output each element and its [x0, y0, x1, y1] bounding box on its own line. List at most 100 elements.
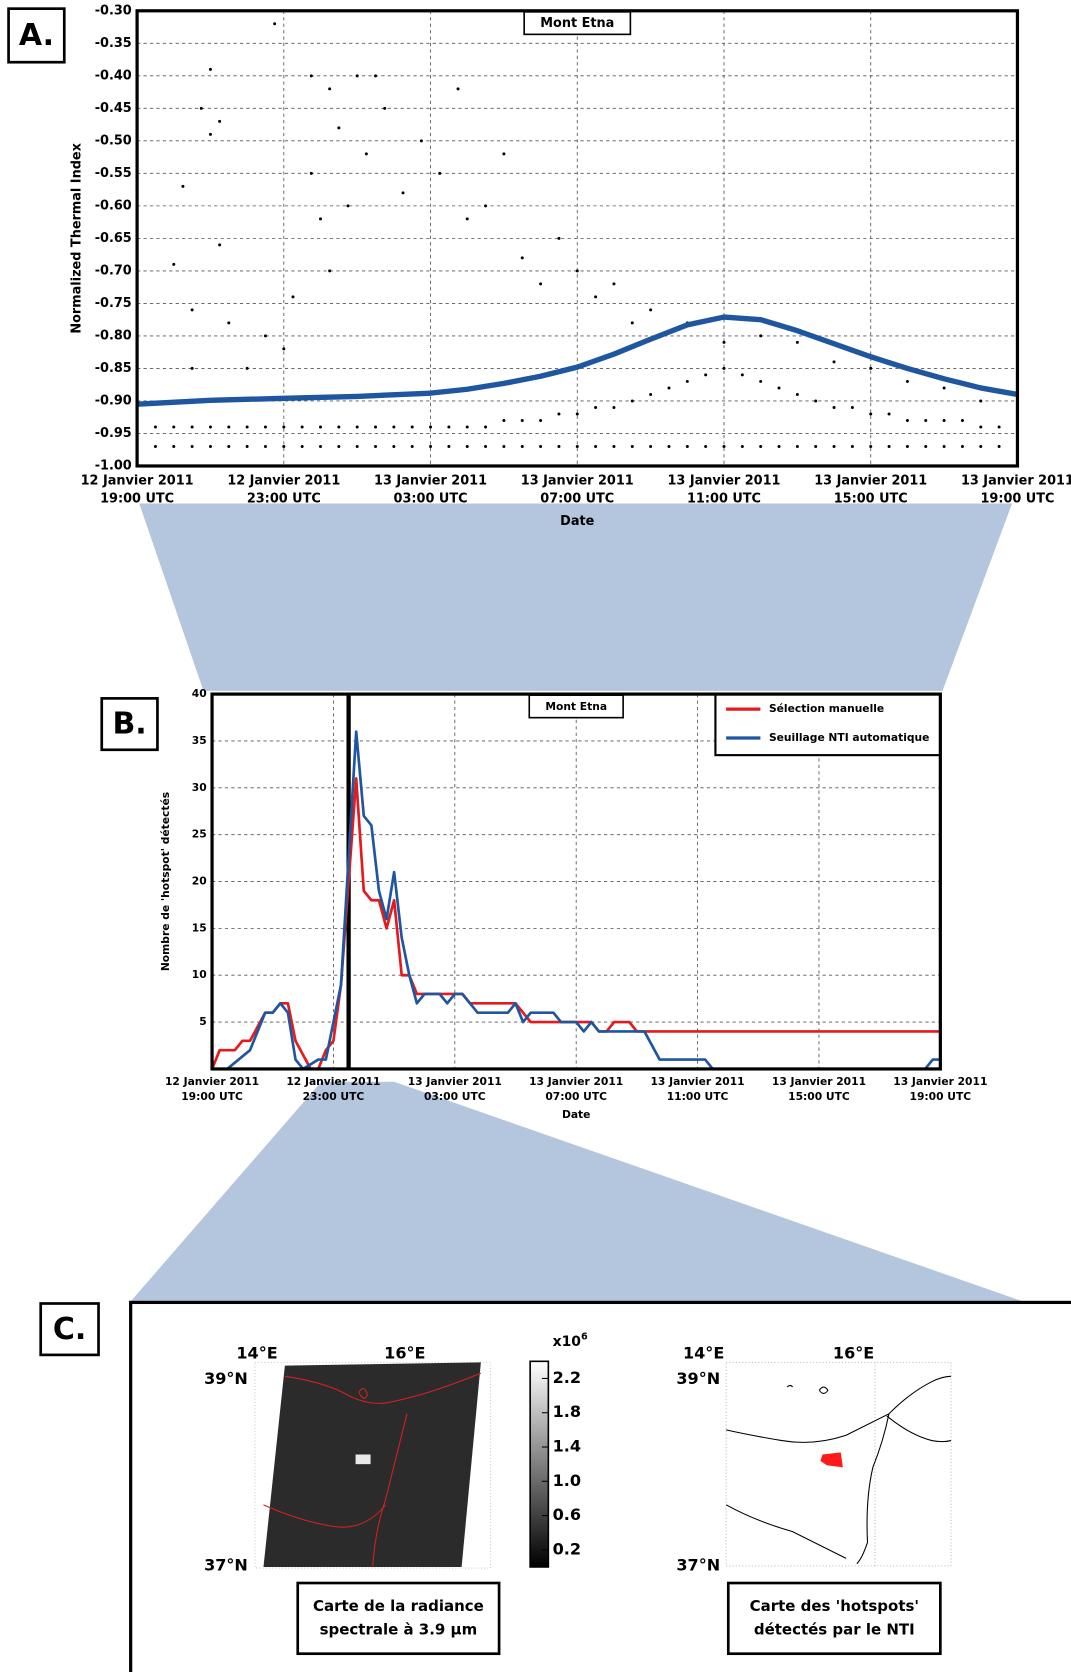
- data-point: [997, 444, 1001, 448]
- y-tick-label: -0.45: [95, 101, 132, 116]
- y-tick-label: 15: [192, 921, 207, 934]
- y-tick-label: -0.85: [95, 361, 132, 376]
- colorbar-unit: x106: [553, 1332, 588, 1350]
- hotspot-map: [725, 1361, 952, 1567]
- data-point: [887, 412, 891, 416]
- data-point: [740, 373, 744, 377]
- data-point: [594, 444, 598, 448]
- y-tick-label: -0.55: [95, 166, 132, 181]
- data-point: [199, 106, 203, 110]
- data-point: [208, 132, 212, 136]
- data-point: [410, 444, 414, 448]
- y-axis-label: Normalized Thermal Index: [70, 142, 85, 333]
- series-line: [136, 314, 1018, 407]
- x-tick-label: 13 Janvier 2011: [814, 473, 927, 488]
- data-point: [374, 444, 378, 448]
- x-axis-label: Date: [562, 1108, 590, 1121]
- data-point: [328, 87, 332, 91]
- panel-label: B.: [100, 697, 159, 752]
- chart-title: Mont Etna: [545, 700, 607, 713]
- data-point: [832, 360, 836, 364]
- data-point: [419, 139, 423, 143]
- caption-box: [726, 1581, 942, 1656]
- y-tick-label: -0.70: [95, 263, 132, 278]
- data-point: [942, 386, 946, 390]
- x-tick-label: 19:00 UTC: [181, 1090, 243, 1103]
- chart-title: Mont Etna: [540, 16, 614, 31]
- x-tick-label: 13 Janvier 2011: [650, 1075, 744, 1088]
- x-tick-label: 15:00 UTC: [788, 1090, 850, 1103]
- panel-c: 14°E 16°E 39°N 37°N x106 14°E 16°E 39°N …: [129, 1300, 1071, 1672]
- panel-label: A.: [7, 7, 66, 64]
- data-point: [942, 418, 946, 422]
- data-point: [484, 204, 488, 208]
- data-point: [649, 444, 653, 448]
- data-point: [318, 217, 322, 221]
- caption: spectrale à 3.9 µm: [320, 1621, 478, 1639]
- x-tick-label: 07:00 UTC: [545, 1090, 607, 1103]
- data-point: [557, 412, 561, 416]
- colorbar-tick-label: 1.0: [553, 1471, 581, 1490]
- data-point: [208, 425, 212, 429]
- x-tick-label: 12 Janvier 2011: [286, 1075, 380, 1088]
- y-tick-label: -0.50: [95, 133, 132, 148]
- data-point: [245, 444, 249, 448]
- data-point: [979, 425, 983, 429]
- y-tick-label: 40: [192, 687, 207, 700]
- x-tick-label: 13 Janvier 2011: [893, 1075, 987, 1088]
- data-point: [649, 308, 653, 312]
- data-point: [795, 340, 799, 344]
- data-point: [208, 67, 212, 71]
- data-point: [814, 444, 818, 448]
- data-point: [924, 444, 928, 448]
- y-tick-label: 30: [192, 781, 207, 794]
- data-point: [979, 444, 983, 448]
- data-point: [273, 22, 277, 26]
- legend-box: [714, 693, 942, 757]
- data-point: [318, 444, 322, 448]
- data-point: [190, 366, 194, 370]
- data-point: [502, 444, 506, 448]
- x-tick-label: 03:00 UTC: [394, 492, 468, 507]
- legend-label: Seuillage NTI automatique: [769, 731, 929, 744]
- data-point: [869, 444, 873, 448]
- title-box: [523, 11, 632, 36]
- lon-label: 14°E: [683, 1343, 724, 1362]
- data-point: [612, 405, 616, 409]
- data-point: [401, 191, 405, 195]
- data-point: [979, 399, 983, 403]
- colorbar-tick-label: 1.4: [553, 1437, 581, 1456]
- svg-text:C.: C.: [53, 1312, 86, 1347]
- data-point: [300, 425, 304, 429]
- data-point: [850, 444, 854, 448]
- data-point: [649, 392, 653, 396]
- data-point: [181, 184, 185, 188]
- x-tick-label: 12 Janvier 2011: [227, 473, 340, 488]
- data-point: [346, 204, 350, 208]
- x-tick-label: 11:00 UTC: [687, 492, 761, 507]
- data-point: [355, 425, 359, 429]
- data-point: [337, 444, 341, 448]
- y-tick-label: 20: [192, 875, 207, 888]
- data-point: [282, 425, 286, 429]
- data-point: [520, 256, 524, 260]
- x-tick-label: 11:00 UTC: [667, 1090, 729, 1103]
- y-tick-label: 5: [199, 1015, 206, 1028]
- data-point: [997, 425, 1001, 429]
- x-tick-label: 19:00 UTC: [910, 1090, 972, 1103]
- y-tick-label: -1.00: [95, 458, 132, 473]
- data-point: [309, 171, 313, 175]
- lat-label: 37°N: [204, 1555, 248, 1574]
- data-point: [282, 347, 286, 351]
- data-point: [539, 418, 543, 422]
- data-point: [759, 379, 763, 383]
- x-tick-label: 12 Janvier 2011: [165, 1075, 259, 1088]
- radiance-map: [254, 1361, 492, 1569]
- zoom-connector: [139, 503, 1013, 691]
- data-point: [594, 405, 598, 409]
- data-point: [318, 425, 322, 429]
- data-point: [905, 379, 909, 383]
- data-point: [263, 444, 267, 448]
- data-point: [759, 334, 763, 338]
- data-point: [960, 444, 964, 448]
